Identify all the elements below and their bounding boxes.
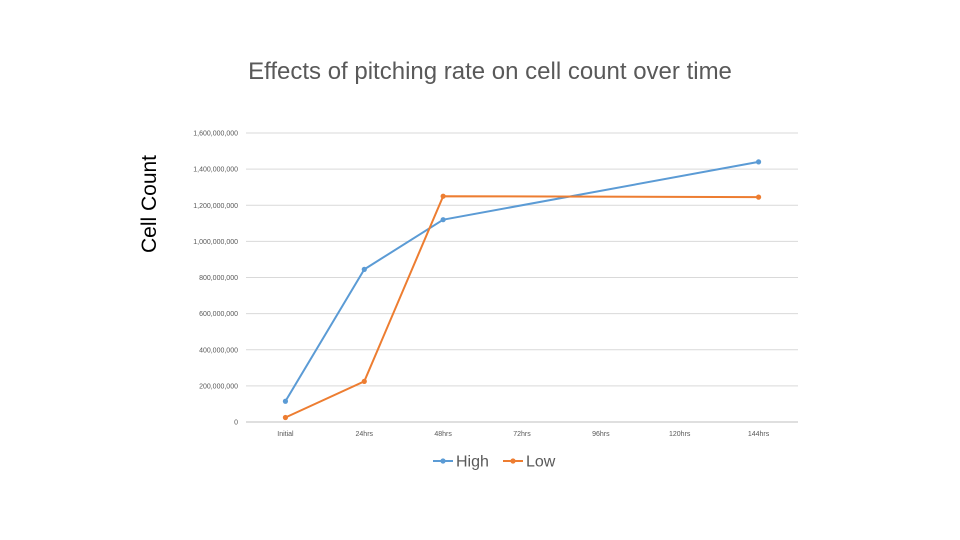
x-tick-label: 24hrs xyxy=(356,431,374,438)
data-point-high xyxy=(440,217,446,223)
x-tick-label: 48hrs xyxy=(434,431,452,438)
y-tick-label: 1,400,000,000 xyxy=(193,167,238,174)
legend-marker-high xyxy=(440,458,446,464)
data-point-high xyxy=(361,266,367,272)
x-tick-label: 120hrs xyxy=(669,431,691,438)
legend-marker-low xyxy=(510,458,516,464)
y-tick-label: 1,600,000,000 xyxy=(193,131,238,138)
x-tick-label: Initial xyxy=(277,431,294,438)
data-point-low xyxy=(440,193,446,199)
x-tick-label: 144hrs xyxy=(748,431,770,438)
y-tick-label: 600,000,000 xyxy=(199,311,238,318)
y-tick-label: 800,000,000 xyxy=(199,275,238,282)
data-point-low xyxy=(755,194,762,200)
chart-title: Effects of pitching rate on cell count o… xyxy=(248,58,732,85)
y-tick-label: 1,000,000,000 xyxy=(193,239,238,246)
legend-label-high: High xyxy=(456,454,489,471)
y-tick-label: 0 xyxy=(234,420,238,427)
data-point-high xyxy=(755,159,762,165)
x-tick-label: 96hrs xyxy=(592,431,610,438)
y-tick-label: 1,200,000,000 xyxy=(193,203,238,210)
legend-label-low: Low xyxy=(526,454,556,471)
y-tick-label: 200,000,000 xyxy=(199,383,238,390)
data-point-low xyxy=(361,378,367,384)
x-tick-label: 72hrs xyxy=(513,431,531,438)
data-point-low xyxy=(282,414,289,421)
data-point-high xyxy=(282,398,289,404)
y-tick-label: 400,000,000 xyxy=(199,347,238,354)
series-line-high xyxy=(284,160,759,402)
series-line-low xyxy=(285,195,759,419)
